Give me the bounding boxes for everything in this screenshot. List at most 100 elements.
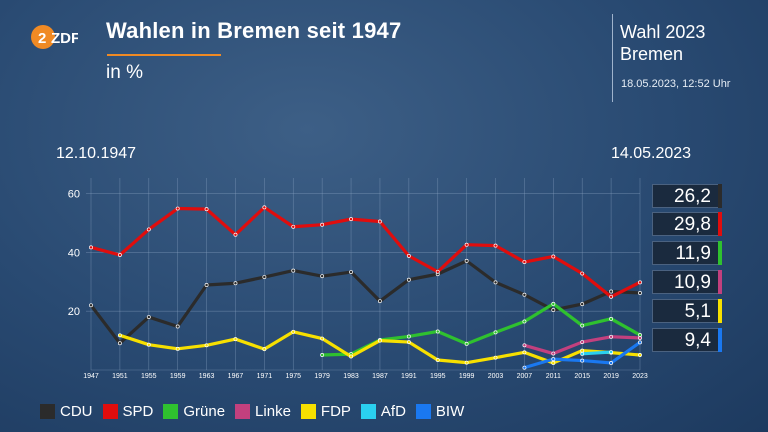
x-tick-label: 1975 (285, 373, 301, 380)
data-point-fdp (435, 358, 440, 362)
data-point-grüne (493, 330, 498, 335)
data-point-grüne (435, 329, 440, 334)
result-value-spd: 29,8 (652, 212, 720, 236)
date-start-label: 12.10.1947 (56, 145, 137, 162)
x-tick-label: 1955 (141, 373, 157, 380)
legend-label: Grüne (183, 403, 226, 420)
data-point-cdu (204, 283, 209, 287)
data-point-cdu (522, 292, 527, 297)
data-point-fdp (233, 337, 238, 342)
data-point-spd (435, 269, 440, 274)
x-tick-label: 2011 (546, 373, 561, 380)
y-tick-label: 60 (68, 189, 80, 201)
legend-label: BIW (435, 403, 465, 420)
svg-text:2: 2 (38, 30, 46, 47)
title-underline (107, 54, 221, 56)
chart-subtitle: in % (106, 62, 143, 83)
legend-label: CDU (60, 403, 93, 420)
data-point-cdu (262, 275, 267, 280)
data-point-cdu (146, 315, 151, 320)
result-color-bar (718, 328, 722, 352)
x-tick-label: 1995 (430, 373, 446, 380)
result-color-bar (718, 270, 722, 294)
zdf-logo: 2 ZDF (30, 24, 80, 50)
data-point-fdp (291, 329, 296, 334)
data-point-grüne (580, 323, 585, 328)
data-point-biw (551, 357, 556, 362)
x-tick-label: 2015 (574, 373, 590, 380)
data-point-cdu (609, 289, 614, 294)
legend-item: SPD (102, 403, 154, 420)
result-value-fdp: 5,1 (652, 299, 720, 323)
side-title: Wahl 2023 Bremen (620, 21, 705, 65)
data-point-cdu (580, 302, 585, 307)
data-point-cdu (233, 281, 238, 286)
logo-text: ZDF (51, 30, 78, 47)
data-point-cdu (464, 258, 469, 263)
x-tick-label: 1951 (112, 373, 128, 380)
data-point-fdp (406, 340, 411, 345)
data-point-linke (551, 351, 556, 356)
legend-label: Linke (255, 403, 291, 420)
data-point-fdp (551, 360, 556, 365)
data-point-grüne (406, 334, 411, 339)
legend-item: Grüne (163, 403, 225, 420)
data-point-cdu (320, 274, 325, 279)
data-point-cdu (117, 341, 122, 346)
chart-legend: CDU SPD Grüne Linke FDP AfD BIW (40, 403, 474, 420)
data-point-linke (522, 343, 527, 348)
data-point-spd (89, 245, 93, 250)
data-point-spd (522, 260, 527, 265)
legend-item: AfD (360, 403, 406, 420)
x-tick-label: 1947 (83, 373, 99, 380)
legend-swatch (300, 404, 316, 419)
series-line-spd (89, 205, 642, 299)
data-point-biw (580, 358, 585, 363)
data-point-cdu (291, 268, 296, 273)
x-tick-label: 1967 (228, 373, 244, 380)
data-point-spd (580, 271, 585, 276)
legend-swatch (40, 404, 55, 419)
side-date: 18.05.2023, 12:52 Uhr (621, 78, 731, 90)
legend-swatch (235, 404, 251, 419)
x-tick-label: 1983 (343, 373, 359, 380)
data-point-fdp (377, 338, 382, 343)
data-point-fdp (522, 350, 527, 355)
x-tick-label: 1987 (372, 373, 388, 380)
x-tick-label: 2023 (632, 373, 648, 380)
legend-label: SPD (122, 403, 154, 420)
series-line-cdu (89, 259, 642, 345)
x-tick-label: 1999 (459, 373, 475, 380)
result-color-bar (718, 241, 722, 265)
data-point-fdp (204, 343, 209, 348)
y-tick-label: 40 (68, 247, 80, 259)
result-color-bar (718, 212, 722, 236)
x-tick-label: 1979 (314, 373, 330, 380)
data-point-spd (233, 232, 238, 237)
data-point-spd (493, 243, 498, 248)
data-point-fdp (117, 333, 122, 338)
side-title-line2: Bremen (620, 44, 684, 64)
legend-swatch (163, 404, 179, 419)
result-value-cdu: 26,2 (652, 184, 720, 208)
data-point-cdu (349, 270, 354, 275)
data-point-spd (117, 253, 122, 257)
legend-label: FDP (320, 403, 351, 420)
data-point-spd (406, 253, 411, 258)
data-point-grüne (320, 353, 325, 357)
legend-swatch (102, 404, 118, 419)
x-tick-label: 1959 (170, 373, 186, 380)
data-point-fdp (175, 346, 180, 351)
data-point-grüne (464, 341, 469, 346)
legend-item: Linke (235, 403, 291, 420)
data-point-cdu (551, 308, 556, 312)
legend-item: BIW (415, 403, 465, 420)
legend-label: AfD (380, 403, 406, 420)
data-point-grüne (551, 301, 556, 306)
data-point-spd (320, 222, 325, 227)
data-point-fdp (146, 342, 151, 347)
result-color-bar (718, 299, 722, 323)
data-point-fdp (320, 336, 325, 341)
x-tick-label: 2019 (603, 373, 619, 380)
